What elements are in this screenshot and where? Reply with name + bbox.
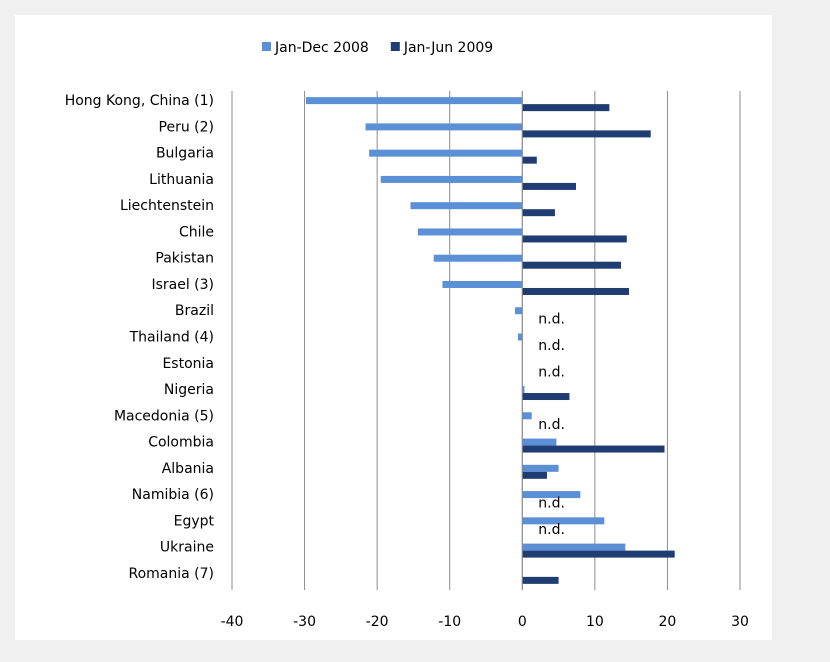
x-tick-label: -30 <box>293 614 316 630</box>
legend-label: Jan-Dec 2008 <box>274 40 369 56</box>
bar <box>522 517 605 525</box>
bar <box>522 445 665 453</box>
value-label: n.d. <box>538 338 565 354</box>
bar <box>522 287 629 295</box>
bar <box>522 464 559 472</box>
y-tick-label: Macedonia (5) <box>114 408 214 424</box>
bar <box>442 280 523 288</box>
y-tick-label: Colombia <box>148 435 214 451</box>
y-tick-label: Bulgaria <box>156 146 214 162</box>
bar <box>517 333 523 341</box>
value-label: n.d. <box>538 417 565 433</box>
bar <box>522 156 537 164</box>
y-tick-label: Egypt <box>174 513 215 529</box>
value-label: n.d. <box>538 312 565 328</box>
chart-panel <box>15 15 772 640</box>
legend-label: Jan-Jun 2009 <box>403 40 493 56</box>
value-label: n.d. <box>538 522 565 538</box>
y-tick-label: Hong Kong, China (1) <box>65 93 214 109</box>
x-tick-label: -10 <box>438 614 461 630</box>
bar <box>522 209 555 217</box>
bar <box>433 254 523 262</box>
bar <box>417 228 523 236</box>
value-label: n.d. <box>538 364 565 380</box>
y-tick-label: Estonia <box>162 356 214 372</box>
bar <box>522 182 576 190</box>
x-tick-label: 30 <box>731 614 749 630</box>
y-tick-label: Thailand (4) <box>129 330 214 346</box>
bar <box>522 235 627 243</box>
y-tick-label: Peru (2) <box>159 119 214 135</box>
bar <box>522 104 610 112</box>
bar <box>410 202 523 210</box>
y-tick-label: Pakistan <box>155 251 214 267</box>
bar <box>515 307 523 315</box>
x-tick-label: 0 <box>518 614 527 630</box>
x-tick-label: -20 <box>366 614 389 630</box>
y-tick-label: Brazil <box>175 303 214 319</box>
y-tick-label: Liechtenstein <box>120 198 214 214</box>
bar <box>522 491 581 499</box>
bar <box>369 149 523 157</box>
y-tick-label: Israel (3) <box>151 277 214 293</box>
bar <box>522 550 675 558</box>
y-tick-label: Chile <box>179 224 214 240</box>
bar <box>365 123 523 131</box>
x-tick-label: -40 <box>221 614 244 630</box>
x-tick-label: 10 <box>586 614 604 630</box>
bar <box>522 261 621 269</box>
legend-swatch <box>390 42 400 51</box>
y-tick-label: Albania <box>162 461 214 477</box>
bar <box>380 175 523 183</box>
y-tick-label: Romania (7) <box>128 566 214 582</box>
bar <box>522 386 525 394</box>
y-tick-label: Ukraine <box>160 540 214 556</box>
y-tick-label: Nigeria <box>164 382 214 398</box>
y-tick-label: Namibia (6) <box>132 487 214 503</box>
bar <box>522 543 626 551</box>
bar <box>306 97 523 105</box>
legend-swatch <box>262 42 271 51</box>
bar <box>522 471 547 479</box>
bar <box>522 438 557 446</box>
bar <box>522 576 559 584</box>
bar <box>522 393 570 401</box>
x-tick-label: 20 <box>659 614 677 630</box>
bar <box>522 412 532 420</box>
bar <box>522 130 651 138</box>
y-tick-label: Lithuania <box>149 172 214 188</box>
value-label: n.d. <box>538 496 565 512</box>
